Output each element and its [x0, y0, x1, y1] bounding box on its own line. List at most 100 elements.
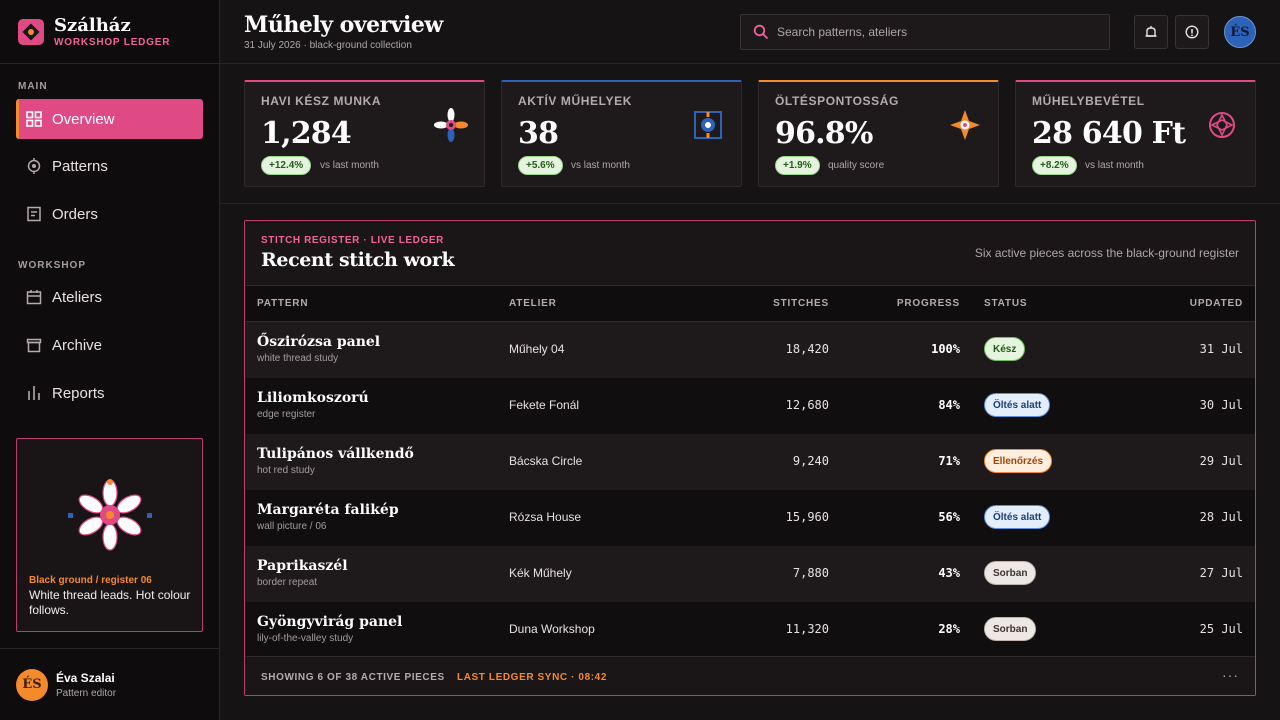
kpi-card-workshop-revenue[interactable]: MŰHELYBEVÉTEL 28 640 Ft +8.2% vs last mo… [1015, 80, 1256, 187]
kpi-value: 38 [518, 116, 559, 151]
user-role: Pattern editor [56, 687, 117, 699]
stitch-count: 7,880 [792, 566, 829, 580]
brand-subtitle: WORKSHOP LEDGER [54, 36, 171, 48]
stitch-register-panel: STITCH REGISTER · LIVE LEDGER Recent sti… [244, 220, 1256, 696]
calendar-icon [26, 289, 42, 305]
target-icon [26, 158, 42, 174]
table-row[interactable]: Paprikaszél border repeat Kék Műhely 7,8… [245, 546, 1255, 602]
table-row[interactable]: Őszirózsa panel white thread study Műhel… [245, 322, 1255, 378]
flower-motif-icon [68, 479, 152, 551]
stitch-count: 18,420 [785, 342, 829, 356]
column-header-progress[interactable]: PROGRESS [896, 298, 960, 309]
panel-header: STITCH REGISTER · LIVE LEDGER Recent sti… [245, 221, 1255, 286]
kpi-note: quality score [828, 160, 885, 171]
table-row[interactable]: Margaréta falikép wall picture / 06 Rózs… [245, 490, 1255, 546]
flower-icon [432, 106, 470, 144]
pattern-name: Őszirózsa panel [257, 334, 381, 350]
kpi-label: AKTÍV MŰHELYEK [518, 94, 632, 108]
column-header-stitches[interactable]: STITCHES [773, 298, 829, 309]
column-header-updated[interactable]: UPDATED [1189, 298, 1243, 309]
page-title: Műhely overview [244, 12, 443, 38]
stitch-count: 15,960 [785, 510, 829, 524]
updated-date: 25 Jul [1199, 622, 1243, 636]
kpi-label: ÖLTÉSPONTOSSÁG [775, 94, 899, 108]
updated-date: 27 Jul [1199, 566, 1243, 580]
progress-value: 100% [931, 342, 960, 356]
top-header: Műhely overview 31 July 2026 · black-gro… [220, 0, 1280, 64]
user-profile[interactable]: ÉS Éva Szalai Pattern editor [0, 648, 220, 720]
sidebar-item-orders[interactable]: Orders [16, 194, 203, 234]
sidebar: Szálház WORKSHOP LEDGER MAIN Overview Pa… [0, 0, 220, 720]
sidebar-item-ateliers[interactable]: Ateliers [16, 277, 203, 317]
kpi-card-active-workshops[interactable]: AKTÍV MŰHELYEK 38 +5.6% vs last month [501, 80, 742, 187]
sidebar-item-archive[interactable]: Archive [16, 325, 203, 365]
brand-name: Szálház [54, 14, 131, 36]
column-header-atelier[interactable]: ATELIER [509, 298, 557, 309]
pattern-subtitle: lily-of-the-valley study [257, 633, 354, 644]
status-badge: Öltés alatt [984, 393, 1051, 417]
progress-value: 43% [938, 566, 960, 580]
status-badge: Ellenőrzés [984, 449, 1053, 473]
atelier-name: Fekete Fonál [509, 398, 580, 412]
kpi-delta-badge: +5.6% [518, 156, 563, 175]
status-badge: Sorban [984, 617, 1037, 641]
workshop-frame-icon [689, 106, 727, 144]
section-label-workshop: WORKSHOP [18, 260, 86, 271]
pattern-name: Paprikaszél [257, 558, 348, 574]
rosette-icon [1203, 106, 1241, 144]
progress-value: 28% [938, 622, 960, 636]
updated-date: 28 Jul [1199, 510, 1243, 524]
page-subtitle: 31 July 2026 · black-ground collection [244, 40, 412, 51]
kpi-note: vs last month [320, 160, 379, 171]
sidebar-item-label: Ateliers [52, 288, 103, 306]
sidebar-item-label: Reports [52, 384, 105, 402]
sidebar-item-patterns[interactable]: Patterns [16, 146, 203, 186]
sidebar-item-label: Archive [52, 336, 103, 354]
progress-value: 84% [938, 398, 960, 412]
bell-icon [1145, 26, 1157, 37]
info-button[interactable] [1175, 15, 1209, 49]
header-avatar[interactable]: ÉS [1224, 16, 1256, 48]
table-row[interactable]: Gyöngyvirág panel lily-of-the-valley stu… [245, 602, 1255, 658]
kpi-card-monthly-work[interactable]: HAVI KÉSZ MUNKA 1,284 +12.4% vs last mon… [244, 80, 485, 187]
brand[interactable]: Szálház WORKSHOP LEDGER [0, 0, 219, 64]
column-header-pattern[interactable]: PATTERN [257, 298, 309, 309]
search-input[interactable] [777, 25, 1097, 39]
kpi-label: MŰHELYBEVÉTEL [1032, 94, 1145, 108]
grid-icon [26, 111, 42, 127]
status-badge: Sorban [984, 561, 1037, 585]
pattern-name: Tulipános vállkendő [257, 446, 414, 462]
column-header-status[interactable]: STATUS [984, 298, 1028, 309]
pattern-name: Gyöngyvirág panel [257, 614, 403, 630]
atelier-name: Duna Workshop [509, 622, 595, 636]
promo-caption: Black ground / register 06 [29, 575, 152, 586]
info-icon [1185, 25, 1199, 39]
promo-card: Black ground / register 06 White thread … [16, 438, 203, 632]
status-badge: Kész [984, 337, 1026, 361]
table-header: PATTERN ATELIER STITCHES PROGRESS STATUS… [245, 286, 1255, 322]
kpi-note: vs last month [571, 160, 630, 171]
updated-date: 31 Jul [1199, 342, 1243, 356]
archive-box-icon [26, 337, 42, 353]
brand-logo-icon [18, 18, 44, 45]
updated-date: 30 Jul [1199, 398, 1243, 412]
kpi-value: 96.8% [775, 116, 873, 151]
kpi-value: 28 640 Ft [1032, 116, 1186, 151]
atelier-name: Bácska Circle [509, 454, 583, 468]
stitch-count: 11,320 [785, 622, 829, 636]
table-row[interactable]: Tulipános vállkendő hot red study Bácska… [245, 434, 1255, 490]
search-bar[interactable] [740, 14, 1110, 50]
section-label-main: MAIN [18, 81, 48, 92]
panel-title: Recent stitch work [261, 249, 455, 271]
pattern-subtitle: border repeat [257, 577, 318, 588]
more-options-icon[interactable]: ··· [1222, 667, 1239, 683]
atelier-name: Kék Műhely [509, 566, 572, 580]
kpi-card-stitch-accuracy[interactable]: ÖLTÉSPONTOSSÁG 96.8% +1.9% quality score [758, 80, 999, 187]
panel-footer: SHOWING 6 OF 38 ACTIVE PIECES LAST LEDGE… [245, 656, 1255, 695]
sidebar-item-label: Orders [52, 205, 98, 223]
notifications-button[interactable] [1134, 15, 1168, 49]
sidebar-item-overview[interactable]: Overview [16, 99, 203, 139]
panel-kicker: STITCH REGISTER · LIVE LEDGER [261, 235, 444, 246]
sidebar-item-reports[interactable]: Reports [16, 373, 203, 413]
table-row[interactable]: Liliomkoszorú edge register Fekete Fonál… [245, 378, 1255, 434]
